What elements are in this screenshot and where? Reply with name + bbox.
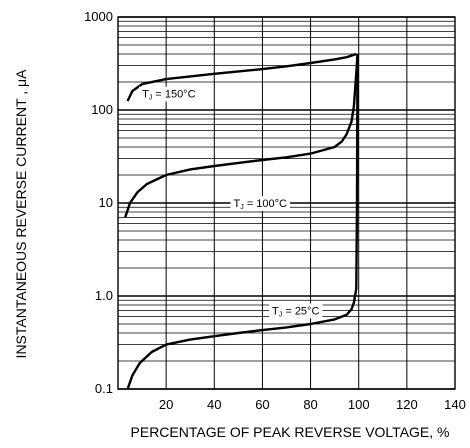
x-tick-label: 120	[396, 397, 418, 412]
x-tick-label: 140	[444, 397, 466, 412]
y-axis-title: INSTANTANEOUS REVERSE CURRENT , μA	[13, 69, 29, 359]
curve-label-background	[230, 196, 291, 211]
y-tick-label: 0.1	[95, 381, 113, 396]
plot-frame	[117, 16, 456, 390]
x-tick-label: 20	[159, 397, 173, 412]
curve-labels: TJ = 150°C TJ = 100°C TJ = 25°C	[139, 86, 323, 319]
curve-label-background	[269, 303, 323, 319]
y-tick-label: 1.0	[95, 288, 113, 303]
x-tick-label: 60	[255, 397, 269, 412]
y-tick-label: 100	[91, 102, 113, 117]
curve-label-background	[139, 86, 199, 102]
x-tick-label: 40	[207, 397, 221, 412]
curve-label: TJ = 25°C	[272, 305, 319, 318]
series-curve	[124, 53, 359, 218]
x-axis-title: PERCENTAGE OF PEAK REVERSE VOLTAGE, %	[131, 424, 450, 440]
curves	[124, 52, 359, 390]
x-tick-label: 100	[348, 397, 370, 412]
tick-labels: 20 40 60 80 100 120 140 0.1 1.0 10 100 1000	[84, 9, 466, 412]
y-tick-label: 1000	[84, 9, 113, 24]
curve-label: TJ = 100°C	[234, 198, 288, 211]
grid-lines	[117, 16, 456, 390]
series-curve	[126, 52, 357, 102]
y-tick-label: 10	[99, 195, 113, 210]
x-tick-label: 80	[303, 397, 317, 412]
curve-label: TJ = 150°C	[142, 89, 196, 102]
series-curve	[126, 53, 359, 390]
